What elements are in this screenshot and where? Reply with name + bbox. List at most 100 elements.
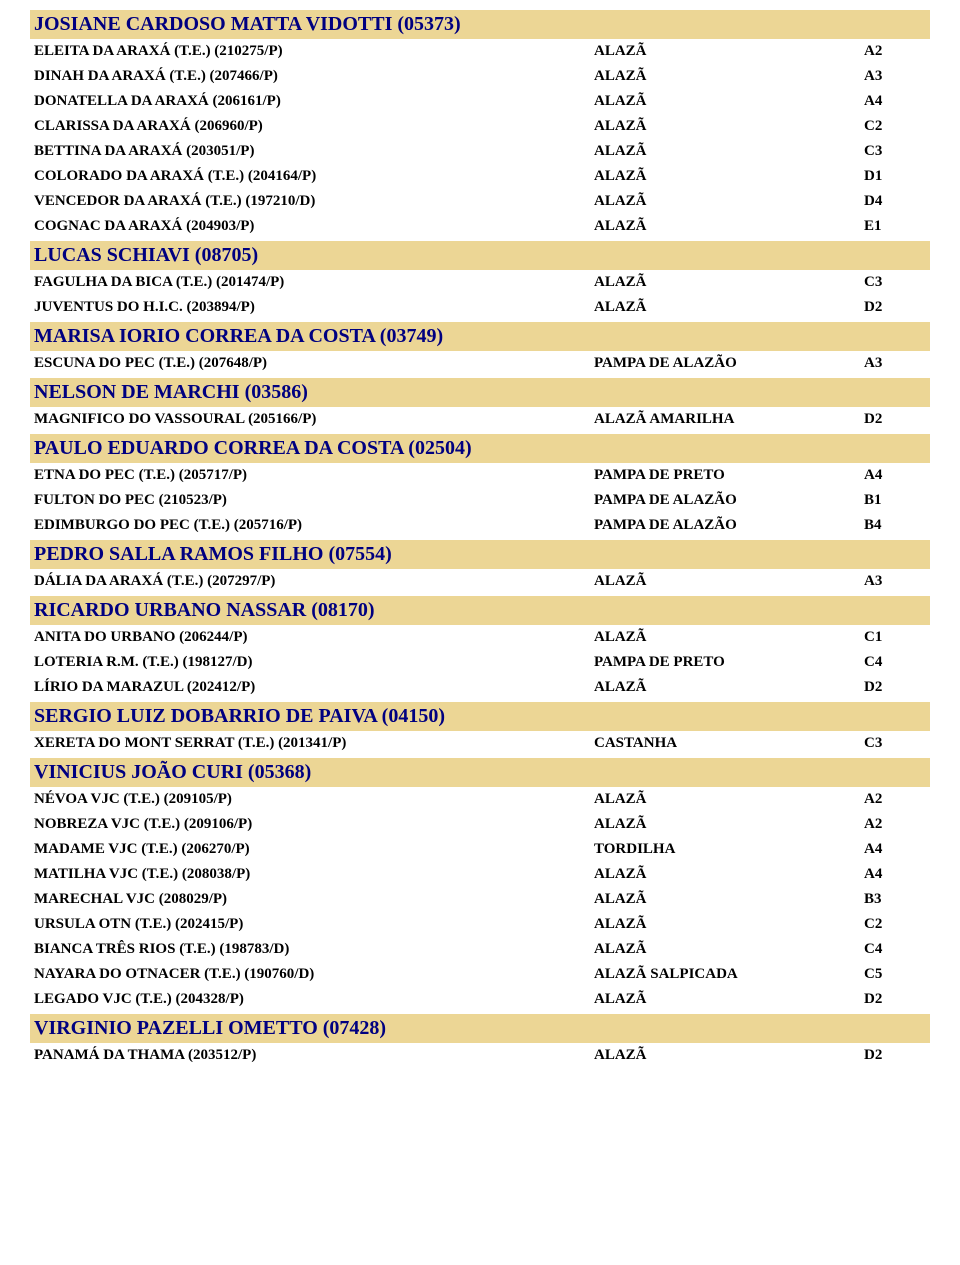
entry-code: A3 (864, 573, 926, 590)
data-row: URSULA OTN (T.E.) (202415/P)ALAZÃC2 (30, 912, 930, 937)
entry-name: NOBREZA VJC (T.E.) (209106/P) (34, 816, 594, 833)
entry-name: COLORADO DA ARAXÁ (T.E.) (204164/P) (34, 168, 594, 185)
entry-name: CLARISSA DA ARAXÁ (206960/P) (34, 118, 594, 135)
data-row: NOBREZA VJC (T.E.) (209106/P)ALAZÃA2 (30, 812, 930, 837)
section-header: LUCAS SCHIAVI (08705) (30, 241, 930, 270)
document-root: JOSIANE CARDOSO MATTA VIDOTTI (05373) ELE… (30, 10, 930, 1068)
entry-code: B4 (864, 517, 926, 534)
entry-code: A2 (864, 791, 926, 808)
entry-code: D4 (864, 193, 926, 210)
data-row: MAGNIFICO DO VASSOURAL (205166/P)ALAZÃ A… (30, 407, 930, 432)
entry-color: ALAZÃ (594, 299, 864, 316)
entry-code: A4 (864, 93, 926, 110)
entry-code: D2 (864, 991, 926, 1008)
entry-color: ALAZÃ (594, 143, 864, 160)
entry-name: ANITA DO URBANO (206244/P) (34, 629, 594, 646)
entry-name: NAYARA DO OTNACER (T.E.) (190760/D) (34, 966, 594, 983)
entry-code: C3 (864, 143, 926, 160)
entry-code: A2 (864, 43, 926, 60)
entry-code: A2 (864, 816, 926, 833)
entry-name: MAGNIFICO DO VASSOURAL (205166/P) (34, 411, 594, 428)
entry-color: ALAZÃ (594, 168, 864, 185)
entry-code: C2 (864, 118, 926, 135)
entry-color: ALAZÃ (594, 866, 864, 883)
entry-color: ALAZÃ (594, 891, 864, 908)
entry-code: C4 (864, 941, 926, 958)
section-header: MARISA IORIO CORREA DA COSTA (03749) (30, 322, 930, 351)
entry-code: B3 (864, 891, 926, 908)
entry-color: ALAZÃ (594, 573, 864, 590)
entry-name: ELEITA DA ARAXÁ (T.E.) (210275/P) (34, 43, 594, 60)
entry-name: LEGADO VJC (T.E.) (204328/P) (34, 991, 594, 1008)
section-title: PAULO EDUARDO CORREA DA COSTA (02504) (34, 437, 472, 459)
entry-code: A4 (864, 467, 926, 484)
section-header: NELSON DE MARCHI (03586) (30, 378, 930, 407)
entry-code: C1 (864, 629, 926, 646)
entry-name: URSULA OTN (T.E.) (202415/P) (34, 916, 594, 933)
section-title: LUCAS SCHIAVI (08705) (34, 244, 258, 266)
entry-color: ALAZÃ (594, 193, 864, 210)
entry-name: ESCUNA DO PEC (T.E.) (207648/P) (34, 355, 594, 372)
section-title: MARISA IORIO CORREA DA COSTA (03749) (34, 325, 443, 347)
entry-name: MADAME VJC (T.E.) (206270/P) (34, 841, 594, 858)
entry-name: COGNAC DA ARAXÁ (204903/P) (34, 218, 594, 235)
section-title: SERGIO LUIZ DOBARRIO DE PAIVA (04150) (34, 705, 445, 727)
section-header: VINICIUS JOÃO CURI (05368) (30, 758, 930, 787)
data-row: MATILHA VJC (T.E.) (208038/P)ALAZÃA4 (30, 862, 930, 887)
entry-color: PAMPA DE PRETO (594, 467, 864, 484)
entry-name: BIANCA TRÊS RIOS (T.E.) (198783/D) (34, 941, 594, 958)
entry-name: MARECHAL VJC (208029/P) (34, 891, 594, 908)
data-row: ETNA DO PEC (T.E.) (205717/P)PAMPA DE PR… (30, 463, 930, 488)
entry-name: NÉVOA VJC (T.E.) (209105/P) (34, 791, 594, 808)
section-title: RICARDO URBANO NASSAR (08170) (34, 599, 375, 621)
entry-color: ALAZÃ AMARILHA (594, 411, 864, 428)
entry-code: A4 (864, 866, 926, 883)
entry-color: ALAZÃ (594, 941, 864, 958)
data-row: XERETA DO MONT SERRAT (T.E.) (201341/P)C… (30, 731, 930, 756)
entry-code: B1 (864, 492, 926, 509)
entry-code: C4 (864, 654, 926, 671)
data-row: PANAMÁ DA THAMA (203512/P)ALAZÃD2 (30, 1043, 930, 1068)
entry-color: PAMPA DE ALAZÃO (594, 492, 864, 509)
entry-code: D1 (864, 168, 926, 185)
entry-color: TORDILHA (594, 841, 864, 858)
data-row: DINAH DA ARAXÁ (T.E.) (207466/P)ALAZÃA3 (30, 64, 930, 89)
data-row: LEGADO VJC (T.E.) (204328/P)ALAZÃD2 (30, 987, 930, 1012)
entry-name: XERETA DO MONT SERRAT (T.E.) (201341/P) (34, 735, 594, 752)
entry-color: ALAZÃ (594, 218, 864, 235)
entry-color: ALAZÃ (594, 1047, 864, 1064)
entry-code: D2 (864, 1047, 926, 1064)
entry-code: A4 (864, 841, 926, 858)
data-row: EDIMBURGO DO PEC (T.E.) (205716/P)PAMPA … (30, 513, 930, 538)
data-row: VENCEDOR DA ARAXÁ (T.E.) (197210/D)ALAZÃ… (30, 189, 930, 214)
entry-color: ALAZÃ (594, 274, 864, 291)
entry-code: C5 (864, 966, 926, 983)
section-title: PEDRO SALLA RAMOS FILHO (07554) (34, 543, 392, 565)
entry-color: PAMPA DE ALAZÃO (594, 517, 864, 534)
section-title: JOSIANE CARDOSO MATTA VIDOTTI (05373) (34, 13, 461, 35)
data-row: DÁLIA DA ARAXÁ (T.E.) (207297/P)ALAZÃA3 (30, 569, 930, 594)
entry-color: ALAZÃ (594, 43, 864, 60)
entry-color: PAMPA DE PRETO (594, 654, 864, 671)
section-header: PAULO EDUARDO CORREA DA COSTA (02504) (30, 434, 930, 463)
entry-code: C2 (864, 916, 926, 933)
section-header: SERGIO LUIZ DOBARRIO DE PAIVA (04150) (30, 702, 930, 731)
entry-color: CASTANHA (594, 735, 864, 752)
section-title: VINICIUS JOÃO CURI (05368) (34, 761, 311, 783)
data-row: JUVENTUS DO H.I.C. (203894/P)ALAZÃD2 (30, 295, 930, 320)
entry-name: DONATELLA DA ARAXÁ (206161/P) (34, 93, 594, 110)
entry-color: ALAZÃ (594, 679, 864, 696)
data-row: COLORADO DA ARAXÁ (T.E.) (204164/P)ALAZÃ… (30, 164, 930, 189)
entry-color: ALAZÃ SALPICADA (594, 966, 864, 983)
data-row: LOTERIA R.M. (T.E.) (198127/D)PAMPA DE P… (30, 650, 930, 675)
entry-name: DINAH DA ARAXÁ (T.E.) (207466/P) (34, 68, 594, 85)
data-row: LÍRIO DA MARAZUL (202412/P)ALAZÃD2 (30, 675, 930, 700)
entry-color: ALAZÃ (594, 791, 864, 808)
entry-name: LOTERIA R.M. (T.E.) (198127/D) (34, 654, 594, 671)
entry-name: PANAMÁ DA THAMA (203512/P) (34, 1047, 594, 1064)
entry-code: C3 (864, 735, 926, 752)
entry-name: BETTINA DA ARAXÁ (203051/P) (34, 143, 594, 160)
entry-color: ALAZÃ (594, 118, 864, 135)
data-row: CLARISSA DA ARAXÁ (206960/P)ALAZÃC2 (30, 114, 930, 139)
data-row: FAGULHA DA BICA (T.E.) (201474/P)ALAZÃC3 (30, 270, 930, 295)
